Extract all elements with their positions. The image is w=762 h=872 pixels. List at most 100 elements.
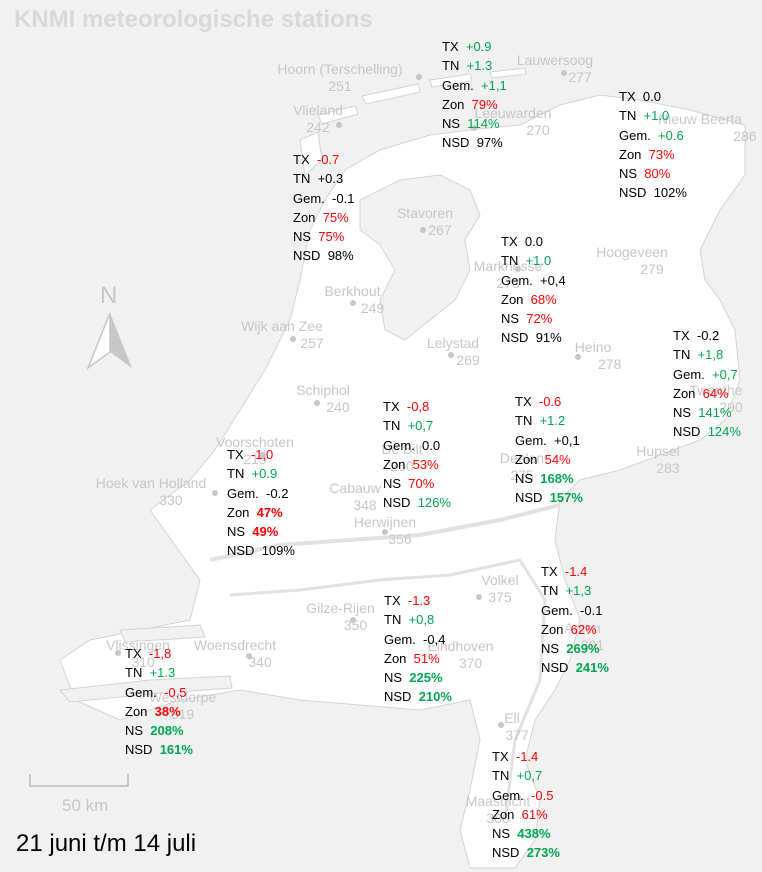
stat-row: TN +0.3 [293, 169, 354, 188]
stat-value: 0.0 [422, 437, 441, 453]
station-number: 273 [496, 275, 520, 291]
stat-label: Zon [293, 209, 316, 225]
station-number: 242 [306, 119, 330, 135]
station-dot [314, 400, 320, 406]
stat-label: TX [541, 564, 558, 579]
stat-label: Zon [673, 385, 696, 401]
station-number: 278 [598, 356, 622, 372]
stat-value: 54% [544, 451, 571, 467]
stat-value: 68% [530, 291, 557, 307]
stat-value: 124% [707, 424, 741, 440]
stat-label: Zon [125, 703, 148, 719]
stat-label: Zon [619, 146, 642, 162]
stat-row: NSD 124% [673, 422, 741, 441]
stats-box-twenthe: TX -0.2 TN +1,8 Gem. +0,7 Zon 64% NS 141% NSD… [673, 326, 741, 442]
stat-row: TX -0.6 [515, 392, 583, 411]
wadden-island-schiermonnikoog [489, 67, 527, 79]
stat-value: +1.2 [539, 413, 566, 429]
stat-label: TX [383, 399, 400, 414]
stat-row: NS 72% [501, 309, 566, 328]
stat-label: Gem. [293, 190, 325, 206]
stat-label: NSD [541, 660, 569, 676]
stat-label: Gem. [541, 602, 573, 618]
stat-label: NS [492, 826, 511, 842]
station-name: Cabauw [329, 480, 381, 496]
stat-value: +1.3 [149, 665, 176, 681]
station-dot [115, 650, 121, 656]
stat-label: TX [227, 447, 244, 462]
station-hoek-van-holland: Hoek van Holland 330 [86, 475, 216, 509]
stat-label: NSD [492, 845, 520, 861]
netherlands-mainland-shape [59, 94, 746, 869]
stat-label: NS [515, 471, 534, 487]
station-dot [246, 653, 252, 659]
station-nieuw-beerta: Nieuw Beerta 286 [640, 111, 760, 145]
station-number: 270 [526, 122, 550, 138]
stat-row: Zon 61% [492, 805, 560, 824]
stat-label: TN [515, 413, 533, 429]
stat-label: NSD [227, 543, 255, 559]
stat-row: Gem. -0.1 [293, 189, 354, 208]
stat-value: -0,4 [423, 631, 446, 647]
wadden-island-texel [299, 131, 323, 176]
stat-row: TX -1.4 [492, 747, 560, 766]
stat-label: TN [442, 58, 460, 74]
stat-value: 225% [409, 670, 443, 686]
stat-value: 168% [540, 471, 574, 487]
stat-row: Zon 62% [541, 620, 609, 639]
stat-row: TX 0.0 [619, 87, 687, 106]
stat-row: Gem. -0,5 [125, 683, 193, 702]
station-volkel: Volkel 375 [470, 572, 530, 606]
stat-label: Zon [383, 456, 406, 472]
station-name: Gilze-Rijen [306, 600, 375, 616]
stat-label: Zon [384, 650, 407, 666]
stat-label: TX [125, 646, 142, 661]
stat-value: 438% [517, 826, 551, 842]
station-dot [350, 300, 356, 306]
station-name: Hoogeveen [596, 244, 668, 260]
stat-label: Gem. [383, 437, 415, 453]
north-label: N [100, 282, 118, 309]
station-name: Vlissingen [106, 637, 170, 653]
stat-row: TX -0,8 [383, 397, 451, 416]
station-dot [290, 336, 296, 342]
stat-label: TX [293, 152, 310, 167]
station-number: 275 [510, 467, 534, 483]
station-dot [575, 354, 581, 360]
station-leeuwarden: Leeuwarden 270 [458, 105, 568, 139]
station-hupsel: Hupsel 283 [628, 443, 688, 477]
stat-value: -0,8 [406, 399, 430, 414]
station-number: 267 [428, 222, 452, 238]
stats-box-deelen: TX -0.6 TN +1.2 Gem. +0,1 Zon 54% NS 168% NSD… [515, 392, 583, 508]
stat-row: Zon 79% [442, 95, 507, 114]
stat-row: Zon 47% [227, 503, 295, 522]
station-schiphol: Schiphol 240 [288, 382, 358, 416]
stat-value: -0.2 [266, 485, 289, 501]
station-dot [448, 352, 454, 358]
stat-row: NS 49% [227, 522, 295, 541]
station-number: 240 [326, 399, 350, 415]
stat-label: Zon [515, 451, 538, 467]
stat-label: NSD [619, 185, 647, 201]
station-number: 310 [131, 654, 155, 670]
stat-value: 53% [412, 456, 439, 472]
station-number: 370 [458, 655, 483, 671]
stat-label: TN [125, 665, 143, 681]
station-number: 279 [640, 261, 664, 277]
wadden-island-ameland [429, 73, 473, 88]
station-name: Maastricht [465, 793, 531, 809]
stat-label: Gem. [619, 127, 651, 143]
stat-value: 109% [261, 543, 295, 559]
stat-row: NSD 102% [619, 183, 687, 202]
station-hoorn: Hoorn (Terschelling) 251 [265, 61, 415, 95]
stat-row: TX -1.4 [541, 562, 609, 581]
stat-label: TN [619, 108, 637, 124]
station-number: 391 [580, 637, 605, 653]
stat-value: 161% [159, 742, 193, 758]
map-title: KNMI meteorologische stations [14, 6, 373, 33]
stat-value: 273% [526, 845, 560, 861]
station-number: 249 [360, 300, 385, 316]
stat-value: -1,8 [148, 646, 172, 661]
station-name: Heino [574, 339, 612, 355]
